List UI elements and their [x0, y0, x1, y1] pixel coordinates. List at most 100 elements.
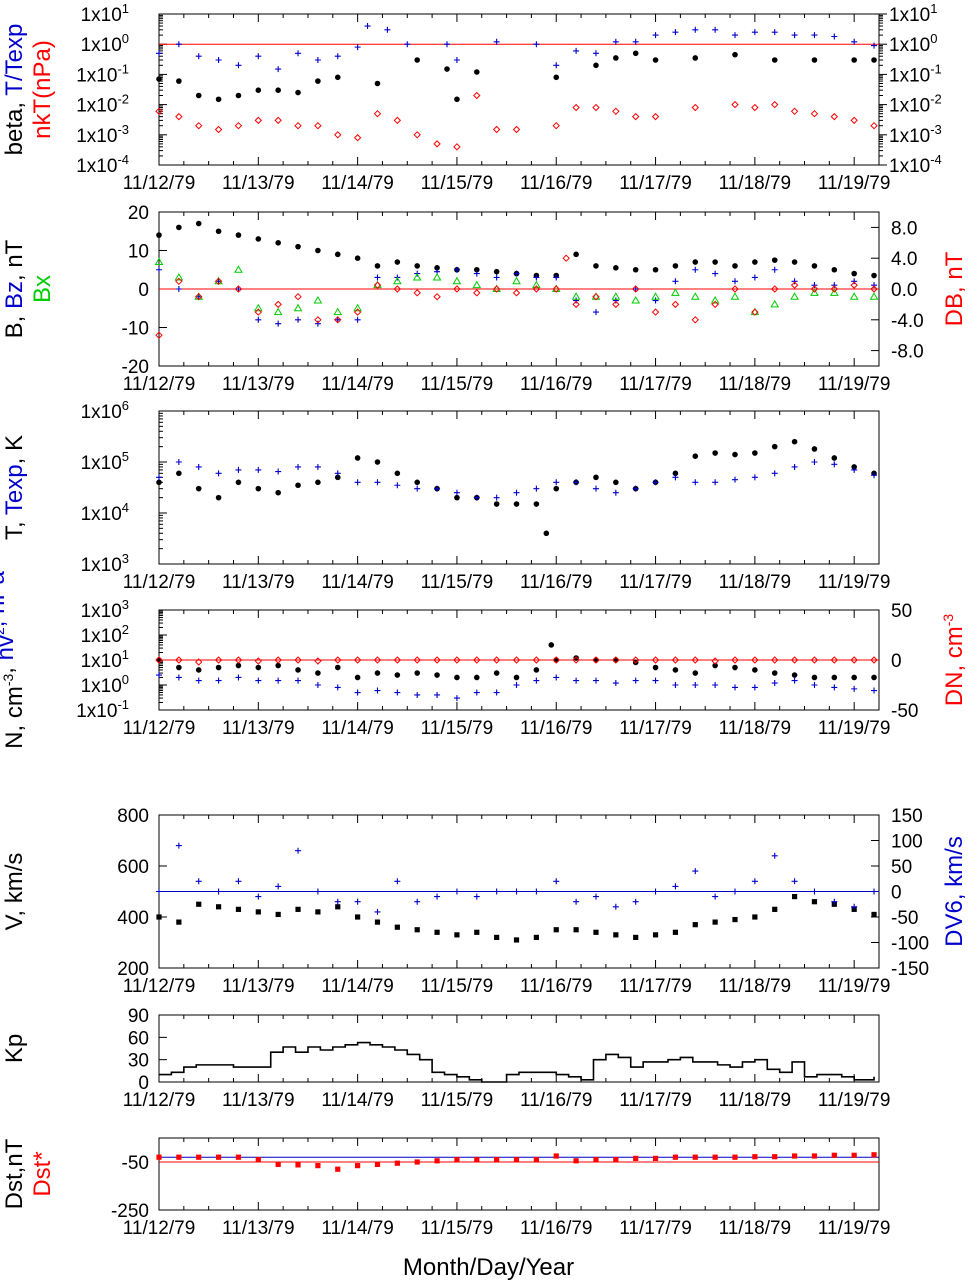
data-point	[492, 125, 501, 134]
data-point	[473, 69, 480, 75]
data-point	[692, 1154, 698, 1160]
data-point	[434, 929, 440, 935]
x-tick-label: 11/18/79	[719, 572, 792, 593]
data-point	[334, 664, 341, 671]
data-point	[235, 286, 242, 292]
data-point	[871, 1152, 877, 1158]
data-point	[592, 309, 599, 316]
data-point	[870, 656, 878, 664]
data-point	[454, 1157, 460, 1163]
data-point	[156, 474, 162, 481]
data-point	[573, 927, 579, 933]
data-point	[255, 909, 261, 915]
data-point	[255, 236, 262, 242]
data-point	[573, 251, 579, 258]
data-point	[275, 911, 281, 918]
data-point	[414, 263, 421, 269]
label-part: N, cm	[1, 686, 28, 749]
data-point	[830, 656, 839, 664]
y-right-tick-label: 8.0	[891, 218, 917, 239]
data-point	[533, 888, 540, 895]
data-point	[295, 316, 302, 323]
data-point	[811, 459, 818, 465]
series-dv6	[156, 842, 878, 915]
data-point	[533, 1157, 539, 1163]
label-part: DB, nT	[941, 251, 968, 326]
data-point	[612, 656, 620, 664]
data-point	[433, 292, 441, 301]
data-point	[473, 689, 480, 696]
data-point	[434, 691, 441, 698]
data-point	[354, 898, 361, 905]
data-point	[712, 270, 719, 277]
x-tick-label: 11/14/79	[321, 718, 394, 739]
data-point	[652, 932, 659, 938]
data-point	[374, 459, 381, 465]
data-point	[652, 57, 659, 63]
data-point	[632, 677, 639, 684]
data-point	[593, 1157, 599, 1163]
data-point	[572, 656, 580, 664]
tick-base: 1x10	[81, 35, 122, 56]
data-point	[334, 131, 342, 139]
x-tick-label: 11/14/79	[321, 173, 394, 194]
data-point	[295, 50, 302, 57]
data-point	[315, 670, 321, 676]
data-point	[811, 446, 818, 452]
data-point	[235, 1154, 242, 1160]
data-point	[414, 898, 421, 905]
label-part: Texp	[1, 464, 28, 515]
data-point	[791, 463, 798, 470]
data-point	[255, 485, 262, 492]
series-t	[156, 438, 877, 537]
data-point	[215, 470, 222, 477]
y-tick-label: 200	[117, 959, 149, 980]
series-beta	[156, 50, 877, 103]
data-point	[195, 463, 202, 470]
data-point	[176, 1154, 182, 1160]
data-point	[275, 320, 282, 327]
data-point	[493, 268, 500, 275]
label-part: Bz	[1, 281, 28, 309]
x-tick-label: 11/14/79	[321, 976, 394, 997]
data-point	[572, 103, 580, 112]
data-point	[652, 888, 659, 895]
data-point	[413, 289, 421, 297]
data-point	[175, 41, 182, 48]
data-point	[234, 265, 243, 273]
y-axis-title: Kp	[1, 1034, 28, 1063]
data-point	[255, 893, 262, 900]
label-part: nkT(nPa)	[29, 40, 56, 139]
data-point	[712, 662, 718, 669]
data-point	[651, 292, 660, 300]
data-point	[692, 26, 699, 33]
tick-base: 1x10	[76, 65, 117, 86]
data-point	[791, 677, 798, 684]
y-tick-label: 1x106	[81, 398, 129, 423]
data-point	[593, 929, 599, 935]
y-tick-label: 1x10-1	[76, 61, 129, 86]
data-point	[294, 656, 302, 664]
data-point	[255, 1157, 261, 1163]
data-point	[513, 270, 520, 277]
data-point	[453, 56, 460, 63]
data-point	[612, 489, 619, 496]
series-dn	[155, 656, 878, 666]
data-point	[174, 272, 184, 281]
data-point	[611, 292, 621, 300]
y-tick-label: 800	[117, 806, 149, 827]
data-point	[851, 466, 858, 473]
y-right-tick-label: 50	[891, 857, 912, 878]
data-point	[513, 489, 520, 496]
x-tick-label: 11/14/79	[321, 1218, 394, 1239]
y-tick-label: -250	[111, 1201, 149, 1222]
tick-exponent: 6	[122, 398, 129, 413]
data-point	[712, 682, 719, 688]
data-point	[790, 281, 799, 289]
data-point	[155, 331, 163, 339]
tick-exponent: 3	[122, 597, 129, 612]
data-point	[295, 482, 301, 489]
data-point	[275, 883, 282, 890]
data-point	[533, 485, 540, 492]
data-point	[771, 257, 778, 263]
